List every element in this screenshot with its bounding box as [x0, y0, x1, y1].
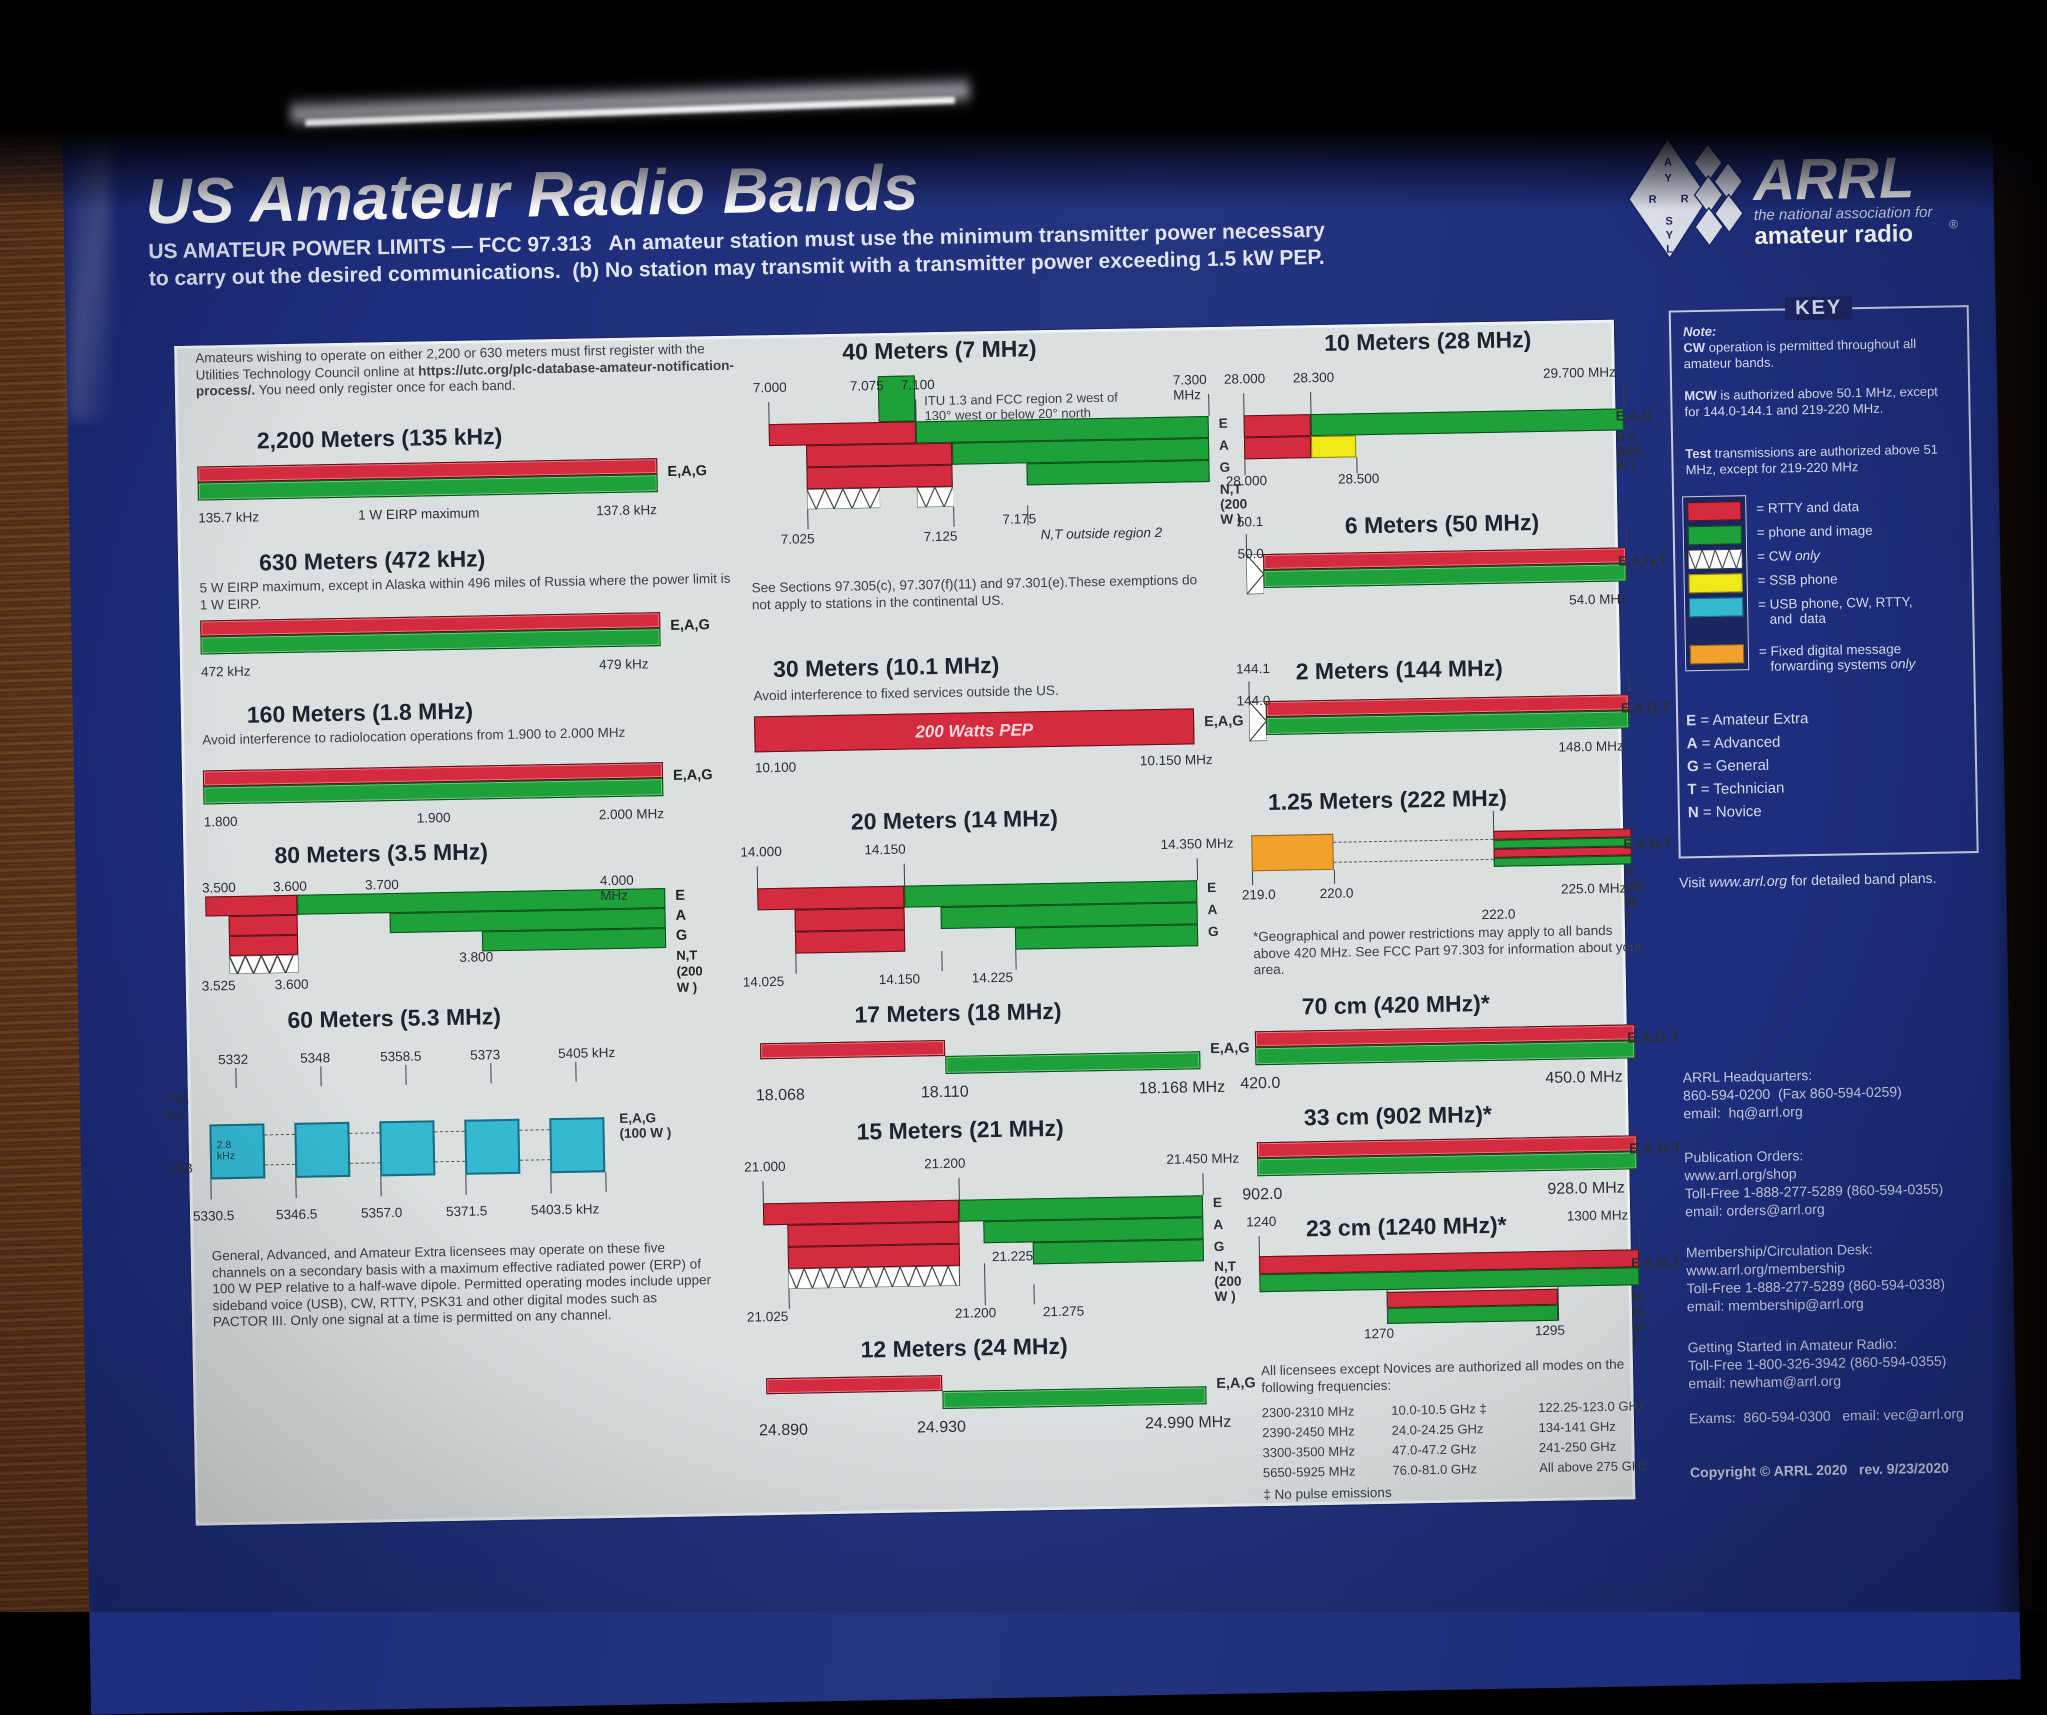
svg-text:Y: Y: [1666, 229, 1674, 241]
svg-text:amateur radio: amateur radio: [1754, 220, 1913, 250]
svg-text:L: L: [1666, 243, 1673, 255]
svg-text:S: S: [1665, 215, 1673, 227]
svg-text:®: ®: [1949, 217, 1958, 231]
